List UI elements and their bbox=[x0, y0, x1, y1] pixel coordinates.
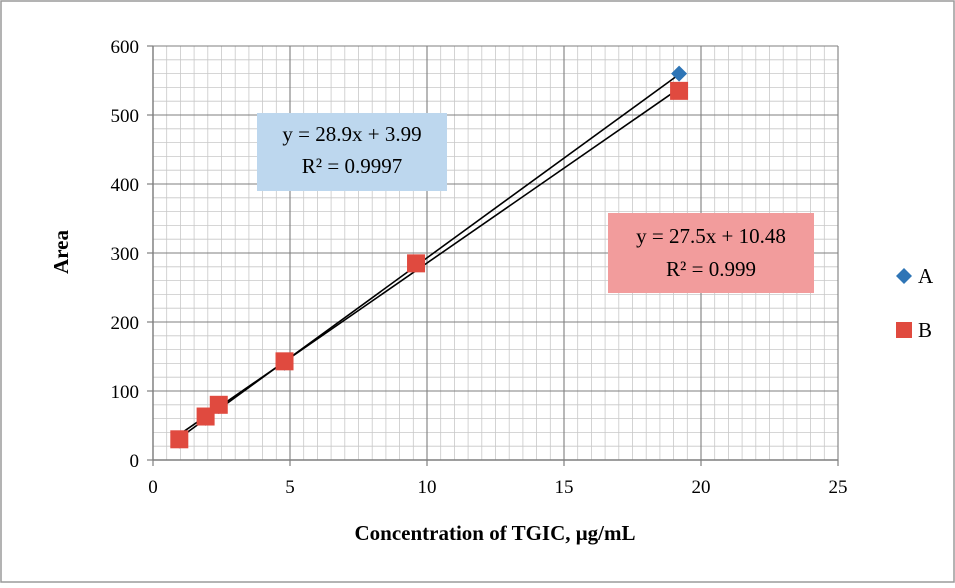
legend-label-b: B bbox=[918, 318, 932, 342]
trendlines bbox=[178, 73, 680, 439]
y-tick-label: 400 bbox=[111, 175, 140, 196]
y-tick-label: 200 bbox=[111, 313, 140, 334]
legend-item-a: A bbox=[896, 264, 934, 288]
data-point-b bbox=[670, 81, 689, 100]
legend-marker-b bbox=[896, 322, 912, 338]
equation-box-b: y = 27.5x + 10.48 R² = 0.999 bbox=[608, 213, 814, 293]
legend-item-b: B bbox=[896, 318, 932, 342]
x-tick-label: 20 bbox=[692, 477, 711, 498]
legend-marker-a bbox=[896, 268, 912, 284]
data-point-b bbox=[170, 430, 189, 449]
y-tick-label: 100 bbox=[111, 382, 140, 403]
x-tick-label: 15 bbox=[555, 477, 574, 498]
y-tick-label: 600 bbox=[111, 37, 140, 58]
axes bbox=[147, 45, 839, 466]
r2-a-text: R² = 0.9997 bbox=[302, 154, 402, 178]
x-axis-title: Concentration of TGIC, μg/mL bbox=[354, 521, 635, 545]
legend-label-a: A bbox=[918, 264, 934, 288]
x-tick-label: 10 bbox=[418, 477, 437, 498]
data-point-b bbox=[209, 395, 228, 414]
equation-box-b-background bbox=[608, 213, 814, 293]
r2-b-text: R² = 0.999 bbox=[666, 257, 756, 281]
x-tick-labels: 0 5 10 15 20 25 bbox=[148, 477, 847, 498]
data-point-b bbox=[407, 254, 426, 273]
y-axis-title: Area bbox=[49, 230, 73, 274]
equation-b-text: y = 27.5x + 10.48 bbox=[636, 224, 786, 248]
y-tick-labels: 0 100 200 300 400 500 600 bbox=[111, 37, 140, 472]
x-tick-label: 25 bbox=[829, 477, 848, 498]
data-point-a bbox=[671, 65, 688, 82]
y-tick-label: 0 bbox=[130, 451, 140, 472]
y-tick-label: 500 bbox=[111, 106, 140, 127]
equation-a-text: y = 28.9x + 3.99 bbox=[282, 122, 421, 146]
equation-box-a-background bbox=[257, 113, 447, 191]
legend: A B bbox=[896, 264, 934, 342]
trendline-b bbox=[178, 87, 680, 436]
equation-box-a: y = 28.9x + 3.99 R² = 0.9997 bbox=[257, 113, 447, 191]
x-tick-label: 0 bbox=[148, 477, 158, 498]
y-tick-label: 300 bbox=[111, 244, 140, 265]
data-points bbox=[170, 65, 689, 449]
x-tick-label: 5 bbox=[285, 477, 295, 498]
data-point-b bbox=[275, 352, 294, 371]
